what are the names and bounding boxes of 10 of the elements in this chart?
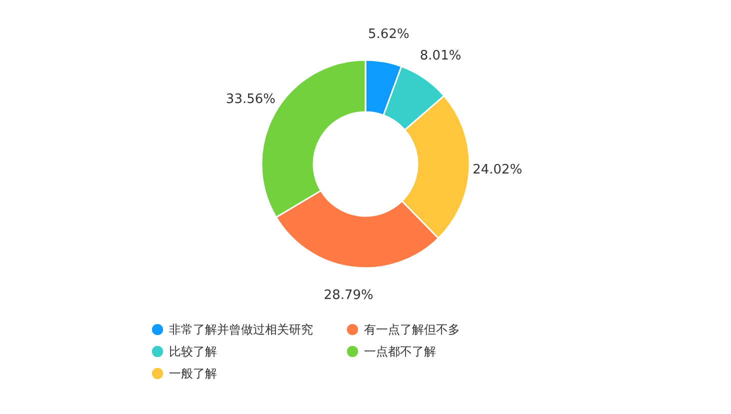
- legend-label: 有一点了解但不多: [364, 322, 460, 337]
- legend-label: 比较了解: [169, 344, 217, 358]
- data-label: 33.56%: [226, 92, 276, 107]
- data-label: 24.02%: [472, 162, 522, 178]
- legend-label: 一点都不了解: [364, 344, 436, 358]
- legend-label: 非常了解并曾做过相关研究: [169, 322, 313, 337]
- data-label: 28.79%: [324, 288, 374, 303]
- data-label: 5.62%: [368, 27, 410, 42]
- legend-label: 一般了解: [169, 366, 217, 380]
- data-label: 8.01%: [420, 48, 462, 64]
